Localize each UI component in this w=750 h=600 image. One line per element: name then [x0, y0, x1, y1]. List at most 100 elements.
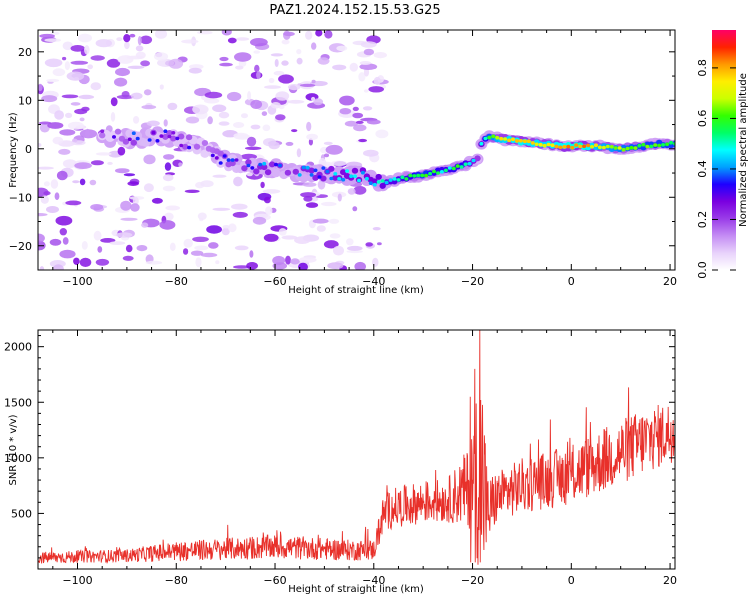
noise-blob [130, 203, 140, 212]
noise-blob [38, 121, 52, 125]
ridge-segment [379, 182, 386, 189]
noise-blob [79, 117, 85, 122]
noise-blob [190, 250, 204, 256]
ridge-segment [175, 136, 180, 141]
y-tick-label: 1500 [4, 396, 32, 409]
noise-blob [38, 213, 48, 217]
noise-blob [81, 241, 88, 250]
ridge-segment [317, 175, 322, 179]
ridge-segment [371, 178, 378, 185]
ridge-segment [515, 139, 519, 143]
noise-blob [39, 266, 45, 270]
noise-blob [337, 193, 342, 202]
noise-blob [321, 201, 337, 207]
ridge-segment [495, 135, 500, 140]
y-tick-label: −10 [9, 191, 32, 204]
noise-blob [331, 160, 347, 166]
noise-blob [359, 61, 372, 65]
noise-blob [143, 183, 154, 193]
noise-blob [97, 246, 103, 253]
noise-blob [316, 225, 326, 232]
ridge-segment [246, 163, 251, 168]
noise-blob [62, 41, 73, 51]
noise-blob [363, 89, 369, 93]
noise-blob [270, 53, 283, 57]
colorbar-tick-label: 0.8 [696, 59, 709, 77]
noise-blob [95, 152, 112, 156]
noise-blob [62, 237, 69, 245]
ridge-segment [214, 156, 219, 160]
ridge-segment [308, 167, 315, 174]
y-tick-label: 2000 [4, 341, 32, 354]
noise-blob [375, 129, 389, 139]
noise-blob [110, 112, 116, 122]
noise-blob [339, 108, 352, 115]
noise-blob [296, 49, 302, 55]
noise-blob [327, 262, 344, 270]
noise-blob [281, 60, 289, 66]
ridge-segment [328, 165, 335, 172]
ridge-segment [210, 153, 215, 158]
noise-blob [238, 60, 247, 67]
noise-blob [163, 119, 168, 127]
noise-blob [192, 104, 209, 115]
noise-blob [110, 97, 118, 107]
ridge-segment [166, 130, 173, 136]
noise-blob [39, 33, 55, 39]
noise-blob [268, 77, 275, 84]
colorbar-label: Normalized spectral amplitude [738, 73, 749, 227]
noise-blob [226, 91, 242, 102]
noise-blob [55, 215, 73, 226]
noise-blob [332, 64, 347, 71]
noise-blob [159, 220, 176, 230]
noise-blob [43, 191, 51, 196]
snr-ylabel: SNR (10 * v/v) [8, 414, 19, 485]
colorbar-ticks: 0.0 0.2 0.4 0.6 0.8 [696, 59, 736, 279]
ridge-segment [380, 179, 385, 183]
noise-blob [336, 45, 348, 51]
noise-blob [66, 71, 85, 81]
ridge-segment [400, 175, 405, 179]
noise-blob [145, 260, 163, 265]
ridge-segment [333, 172, 338, 176]
noise-blob [197, 212, 207, 220]
ridge-segment [479, 141, 484, 146]
colorbar-tick-label: 0.4 [696, 160, 709, 178]
noise-blob [339, 95, 355, 106]
ridge-segment [193, 143, 201, 150]
noise-blob [130, 92, 143, 100]
ridge-segment [122, 138, 130, 145]
noise-blob [90, 82, 102, 91]
noise-blob [141, 222, 149, 228]
ridge-segment [135, 136, 140, 141]
x-tick-label: 0 [568, 574, 575, 587]
noise-blob [52, 68, 66, 77]
x-tick-label: −100 [62, 574, 92, 587]
noise-blob [50, 179, 59, 189]
ridge-segment [114, 128, 122, 135]
y-tick-label: 1000 [4, 452, 32, 465]
ridge-segment [185, 134, 193, 141]
ridge-segment [264, 169, 272, 176]
noise-blob [249, 250, 254, 258]
noise-blob [124, 41, 130, 50]
noise-blob [40, 195, 49, 204]
ridge-segment [526, 139, 531, 143]
noise-blob [358, 138, 367, 143]
noise-blob [200, 252, 218, 258]
noise-blob [140, 60, 151, 67]
noise-blob [56, 170, 68, 181]
noise-blob [87, 64, 93, 70]
noise-blob [232, 211, 248, 218]
noise-blob [141, 105, 157, 110]
noise-blob [127, 181, 139, 187]
ridge-segment [372, 182, 377, 187]
noise-blob [44, 58, 63, 68]
ridge-segment [439, 170, 444, 174]
noise-blob [137, 36, 142, 46]
noise-blob [197, 30, 213, 35]
noise-blob [260, 181, 265, 189]
ridge-segment [131, 131, 136, 135]
